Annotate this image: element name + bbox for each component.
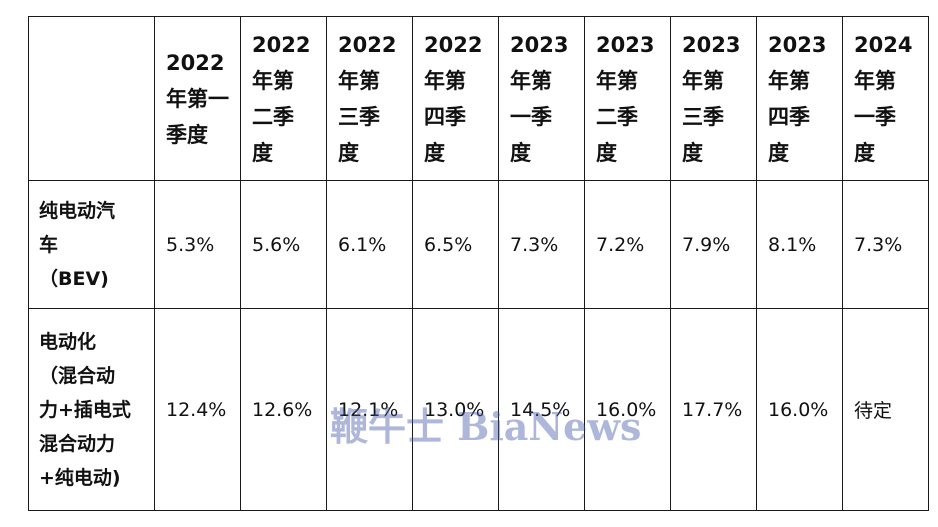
- row-label-bev: 纯电动汽 车 （BEV): [28, 180, 155, 309]
- header-cell-2023-q2: 2023 年第 二季 度: [584, 16, 671, 181]
- table-cell: 14.5%: [498, 308, 585, 511]
- table-cell: 16.0%: [584, 308, 671, 511]
- header-corner-cell: [28, 16, 155, 181]
- table-cell: 12.1%: [326, 308, 413, 511]
- table-cell: 13.0%: [412, 308, 499, 511]
- table-cell: 17.7%: [670, 308, 757, 511]
- table-cell: 5.6%: [240, 180, 327, 309]
- table-cell: 6.5%: [412, 180, 499, 309]
- table-cell: 7.3%: [498, 180, 585, 309]
- table-cell: 12.4%: [154, 308, 241, 511]
- header-cell-2022-q1: 2022 年第一 季度: [154, 16, 241, 181]
- header-cell-2023-q3: 2023 年第 三季 度: [670, 16, 757, 181]
- header-cell-2023-q4: 2023 年第 四季 度: [756, 16, 843, 181]
- table-cell: 7.2%: [584, 180, 671, 309]
- table-cell: 16.0%: [756, 308, 843, 511]
- header-row: 2022 年第一 季度 2022 年第 二季 度 2022 年第 三季 度 20…: [28, 16, 929, 181]
- data-table: 2022 年第一 季度 2022 年第 二季 度 2022 年第 三季 度 20…: [28, 16, 929, 511]
- header-cell-2022-q3: 2022 年第 三季 度: [326, 16, 413, 181]
- table-cell: 8.1%: [756, 180, 843, 309]
- table-cell: 7.9%: [670, 180, 757, 309]
- header-cell-2023-q1: 2023 年第 一季 度: [498, 16, 585, 181]
- table-cell: 6.1%: [326, 180, 413, 309]
- header-cell-2022-q4: 2022 年第 四季 度: [412, 16, 499, 181]
- header-cell-2022-q2: 2022 年第 二季 度: [240, 16, 327, 181]
- table-row-electrified: 电动化 （混合动 力+插电式 混合动力 +纯电动) 12.4% 12.6% 12…: [28, 308, 929, 511]
- table-row-bev: 纯电动汽 车 （BEV) 5.3% 5.6% 6.1% 6.5% 7.3% 7.…: [28, 180, 929, 309]
- table-cell: 待定: [842, 308, 929, 511]
- table-cell: 7.3%: [842, 180, 929, 309]
- header-cell-2024-q1: 2024 年第 一季 度: [842, 16, 929, 181]
- table-cell: 5.3%: [154, 180, 241, 309]
- table-cell: 12.6%: [240, 308, 327, 511]
- row-label-electrified: 电动化 （混合动 力+插电式 混合动力 +纯电动): [28, 308, 155, 511]
